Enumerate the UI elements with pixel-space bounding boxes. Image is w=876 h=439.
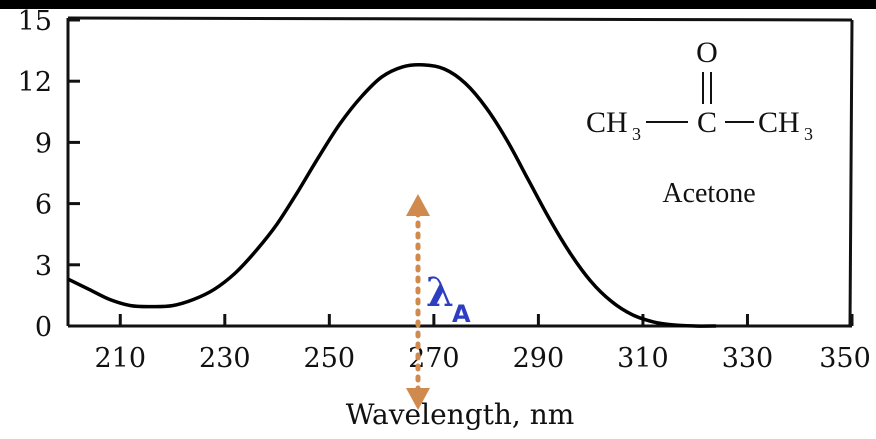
- y-tick-label: 0: [35, 312, 52, 343]
- lambda-symbol: λ: [426, 269, 454, 316]
- oxygen-atom: O: [696, 36, 718, 69]
- x-tick-label: 310: [617, 343, 669, 374]
- top-border-bar: [0, 0, 876, 9]
- x-tick-label: 250: [304, 343, 356, 374]
- y-tick-label: 9: [35, 128, 52, 159]
- plot-frame: [66, 16, 854, 328]
- x-axis-ticks: 210 230 250 270 290 310 330 350: [94, 314, 871, 374]
- y-tick-label: 15: [18, 6, 52, 37]
- x-tick-label: 330: [722, 343, 774, 374]
- right-methyl-subscript: 3: [804, 124, 813, 144]
- left-methyl-subscript: 3: [632, 124, 641, 144]
- x-tick-label: 350: [819, 343, 871, 374]
- y-axis-ticks: 0 3 6 9 12 15: [18, 6, 80, 343]
- y-tick-label: 12: [18, 67, 52, 98]
- right-methyl-group: CH: [758, 106, 800, 139]
- x-tick-label: 210: [94, 343, 146, 374]
- arrow-up-icon: [406, 194, 430, 216]
- x-tick-label: 230: [199, 343, 251, 374]
- molecule-name: Acetone: [662, 178, 755, 209]
- arrow-down-icon: [406, 388, 430, 410]
- lambda-subscript: A: [452, 300, 471, 328]
- x-tick-label: 290: [513, 343, 565, 374]
- absorption-curve: [67, 63, 717, 328]
- y-tick-label: 6: [35, 190, 52, 221]
- y-tick-label: 3: [35, 251, 52, 282]
- carbonyl-carbon: C: [697, 106, 717, 139]
- lambda-annotation: λ A: [406, 194, 471, 410]
- x-axis-title: Wavelength, nm: [346, 398, 575, 431]
- left-methyl-group: CH: [586, 106, 628, 139]
- acetone-structure: O CH 3 C CH 3 Acetone: [586, 36, 813, 209]
